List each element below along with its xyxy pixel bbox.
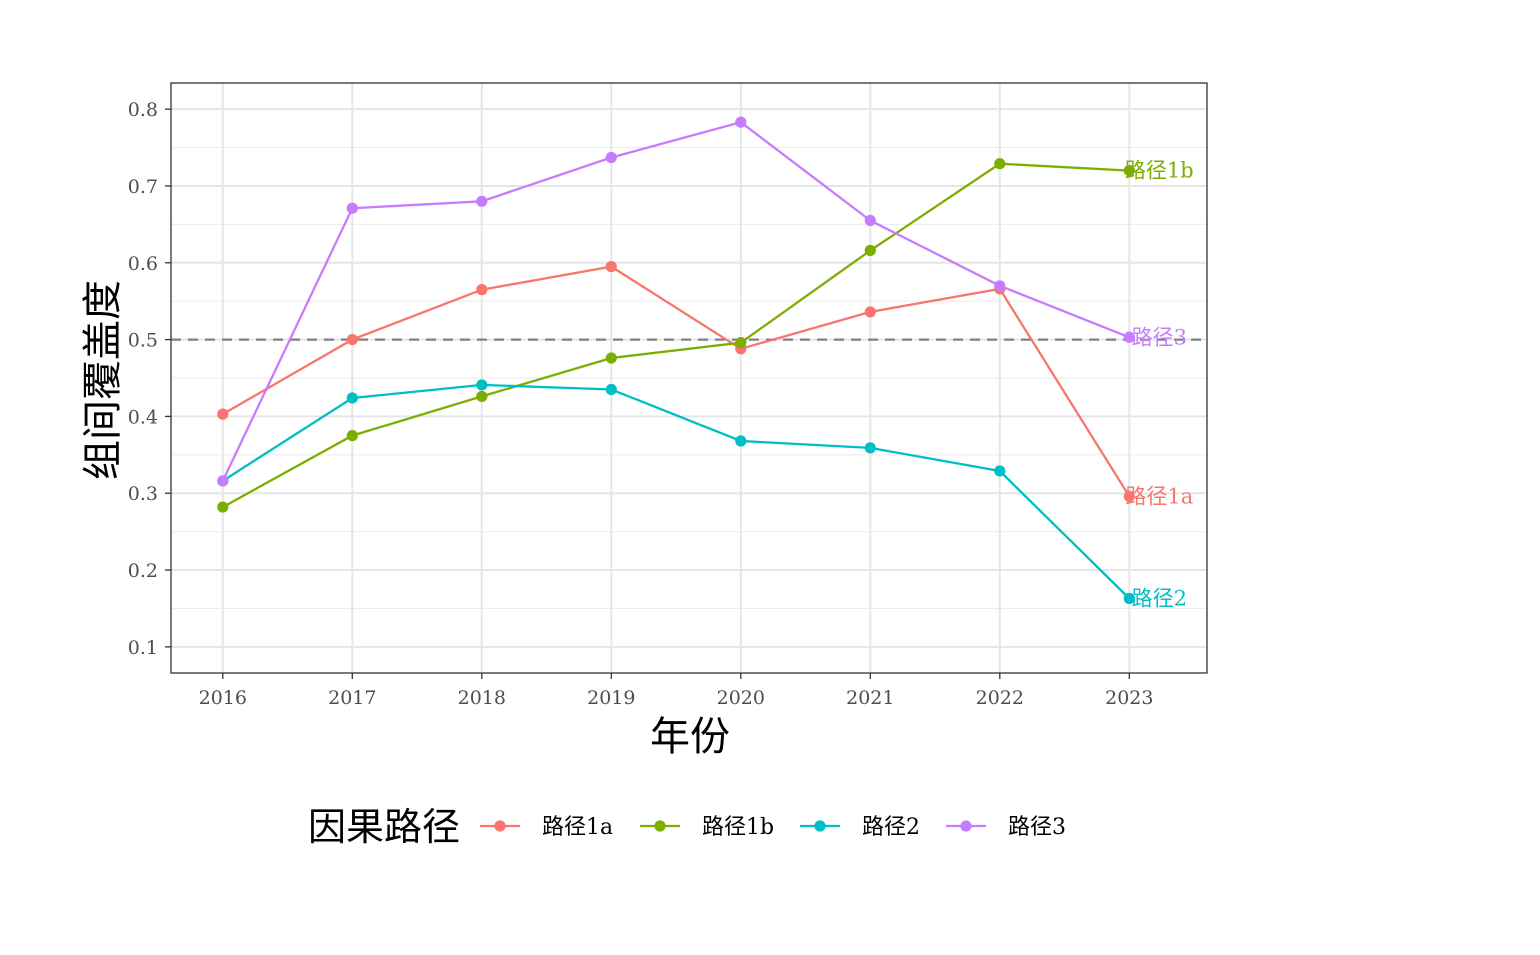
data-point: [864, 214, 876, 227]
panel-border: [170, 82, 1208, 674]
x-tick-label: 2023: [1105, 687, 1153, 709]
data-point: [605, 383, 617, 396]
x-tick-label: 2016: [199, 687, 247, 709]
data-point: [476, 390, 488, 403]
data-point: [476, 195, 488, 207]
y-tick-label: 0.2: [128, 560, 158, 582]
series-end-label: 路径1b: [1125, 159, 1194, 183]
data-point: [1123, 490, 1135, 502]
x-tick-label: 2022: [976, 687, 1024, 709]
legend-label: 路径1b: [702, 815, 774, 840]
data-point: [605, 151, 617, 164]
data-point: [217, 501, 229, 513]
y-tick-label: 0.5: [128, 330, 158, 352]
series-line-2: [222, 162, 1130, 509]
series-end-labels: 路径1a 路径1b 路径2 路径3: [1125, 159, 1194, 611]
legend-key-point: [960, 820, 972, 832]
series-end-label: 路径2: [1132, 586, 1187, 610]
data-point: [476, 379, 488, 391]
legend-label: 路径3: [1008, 815, 1066, 840]
data-point: [605, 352, 617, 364]
series-points: [217, 116, 1135, 605]
data-point: [217, 475, 229, 487]
legend-item: 路径3: [946, 815, 1066, 840]
data-point: [994, 280, 1006, 292]
axes: 0.1 0.2 0.3 0.4 0.5 0.6 0.7 0.8 2016 2017 2018 2019…: [128, 82, 1208, 709]
data-point: [864, 442, 876, 454]
legend-item: 路径1b: [640, 815, 774, 840]
x-tick-label: 2018: [458, 687, 506, 709]
legend-item: 路径2: [800, 815, 920, 840]
legend-item: 路径1a: [480, 815, 613, 840]
data-point: [1123, 331, 1135, 343]
data-point: [346, 202, 358, 214]
legend-label: 路径1a: [542, 815, 613, 840]
data-point: [994, 158, 1006, 170]
data-point: [735, 435, 747, 447]
x-tick-label: 2017: [328, 687, 376, 709]
y-tick-label: 0.7: [128, 176, 158, 198]
series-line-1: [222, 265, 1131, 497]
data-point: [476, 284, 488, 296]
x-tick-label: 2019: [587, 687, 635, 709]
data-point: [994, 465, 1006, 477]
y-tick-label: 0.4: [128, 406, 158, 428]
y-tick-label: 0.6: [128, 253, 158, 275]
y-tick-label: 0.3: [128, 483, 158, 505]
series-end-label: 路径3: [1132, 325, 1187, 349]
x-tick-label: 2020: [717, 687, 765, 709]
data-point: [864, 244, 876, 257]
data-point: [735, 337, 747, 349]
data-point: [346, 392, 358, 404]
y-axis-title: 组间覆盖度: [80, 280, 126, 480]
y-tick-label: 0.8: [128, 99, 158, 121]
legend: 因果路径 路径1a 路径1b 路径2 路径3: [308, 805, 1066, 849]
series-line-3: [222, 383, 1131, 600]
data-point: [1123, 164, 1135, 177]
data-point: [605, 261, 617, 273]
data-point: [864, 306, 876, 318]
series-end-label: 路径1a: [1125, 484, 1193, 508]
data-point: [217, 408, 229, 420]
data-point: [735, 116, 747, 128]
legend-key-point: [654, 820, 666, 832]
y-tick-label: 0.1: [128, 637, 158, 659]
legend-key-point: [814, 820, 826, 832]
plot-panel: [171, 83, 1207, 673]
series-line-4: [221, 120, 1130, 482]
series-lines: [221, 120, 1131, 600]
x-axis-title: 年份: [650, 714, 730, 760]
legend-key-point: [494, 820, 506, 832]
legend-label: 路径2: [862, 815, 920, 840]
x-tick-label: 2021: [846, 687, 894, 709]
data-point: [1123, 592, 1135, 605]
data-point: [346, 333, 358, 346]
legend-title: 因果路径: [308, 805, 460, 849]
data-point: [346, 430, 358, 442]
